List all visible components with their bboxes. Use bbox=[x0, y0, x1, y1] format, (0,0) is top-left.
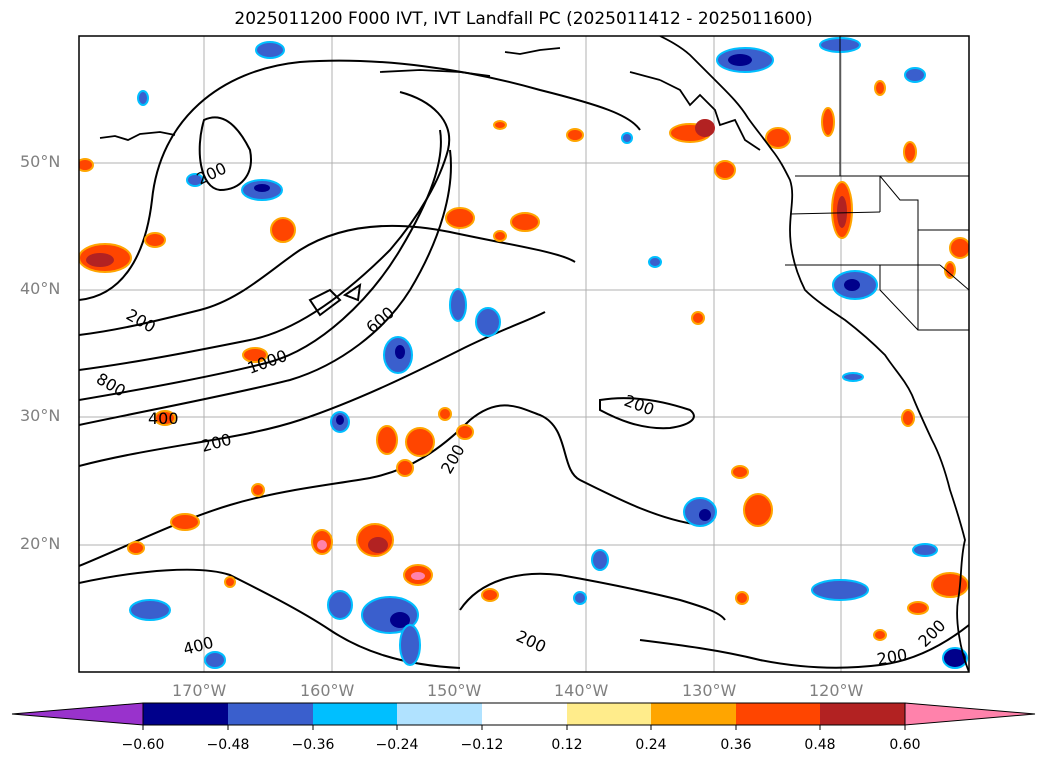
contour-label: 400 bbox=[148, 409, 179, 428]
colorbar-swatch bbox=[143, 703, 228, 725]
colorbar-tick-label: 0.24 bbox=[635, 737, 666, 753]
colorbar-tick-label: −0.60 bbox=[122, 737, 165, 753]
lon-label: 170°W bbox=[172, 681, 227, 700]
colorbar-swatch bbox=[228, 703, 313, 725]
colorbar-tick-label: −0.36 bbox=[292, 737, 335, 753]
colorbar-swatch bbox=[567, 703, 651, 725]
colorbar-tick-label: 0.48 bbox=[804, 737, 835, 753]
map-border bbox=[78, 35, 970, 673]
gridlines bbox=[79, 36, 969, 672]
lon-label: 140°W bbox=[554, 681, 609, 700]
colorbar-outline bbox=[142, 702, 906, 726]
colorbar: −0.60 −0.48 −0.36 −0.24 −0.12 0.12 0.24 … bbox=[11, 702, 1036, 753]
negative-pc-patches bbox=[129, 37, 968, 669]
colorbar-swatch bbox=[651, 703, 736, 725]
lon-label: 130°W bbox=[682, 681, 737, 700]
colorbar-swatch bbox=[313, 703, 397, 725]
colorbar-tick-label: 0.12 bbox=[551, 737, 582, 753]
lat-label: 20°N bbox=[20, 534, 61, 553]
lat-label: 40°N bbox=[20, 279, 61, 298]
lon-label: 150°W bbox=[427, 681, 482, 700]
coastline bbox=[99, 36, 969, 672]
positive-pc-patches bbox=[79, 80, 969, 641]
colorbar-swatch bbox=[397, 703, 482, 725]
lon-label: 120°W bbox=[809, 681, 864, 700]
map-title: 2025011200 F000 IVT, IVT Landfall PC (20… bbox=[234, 9, 813, 29]
lat-label: 30°N bbox=[20, 406, 61, 425]
colorbar-min-extend bbox=[11, 702, 144, 726]
colorbar-tick-label: −0.48 bbox=[207, 737, 250, 753]
political-borders bbox=[785, 36, 969, 331]
colorbar-swatch bbox=[820, 703, 905, 725]
colorbar-max-extend bbox=[904, 702, 1036, 726]
colorbar-tick-label: −0.24 bbox=[376, 737, 419, 753]
colorbar-tick-label: 0.60 bbox=[889, 737, 920, 753]
lon-label: 160°W bbox=[300, 681, 355, 700]
colorbar-swatch bbox=[736, 703, 820, 725]
map-area bbox=[79, 36, 969, 672]
colorbar-tick-label: 0.36 bbox=[720, 737, 751, 753]
colorbar-swatch bbox=[482, 703, 567, 725]
colorbar-tick-label: −0.12 bbox=[461, 737, 504, 753]
lat-label: 50°N bbox=[20, 152, 61, 171]
